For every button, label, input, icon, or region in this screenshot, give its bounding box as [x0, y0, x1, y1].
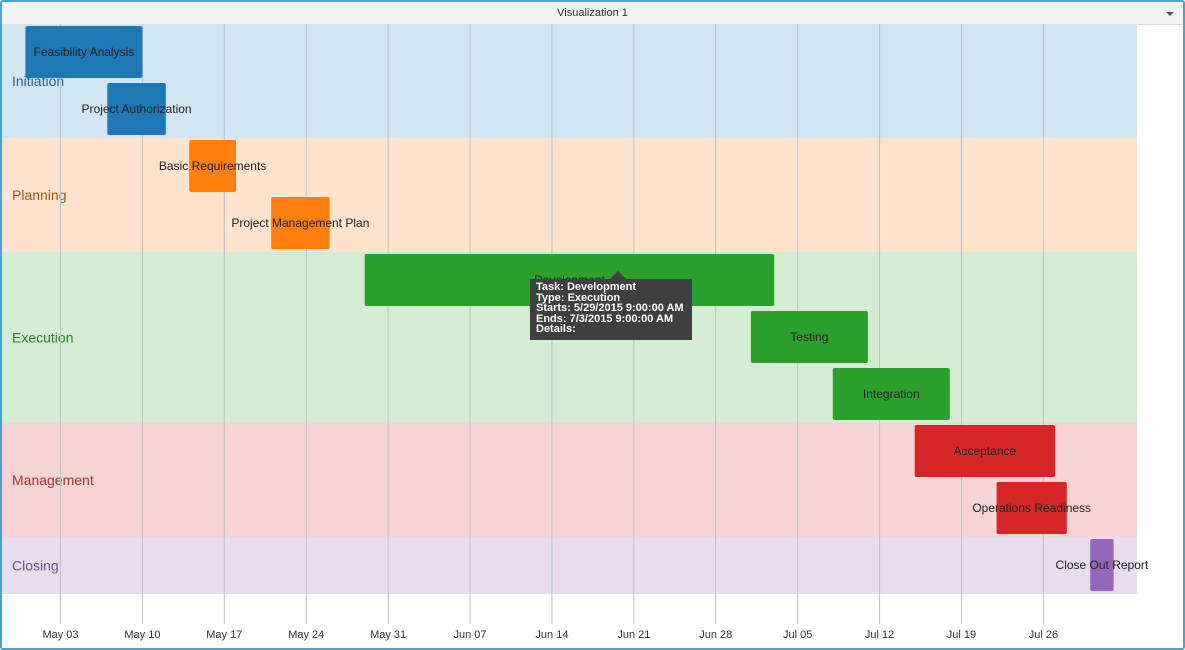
task-bar[interactable] [25, 26, 143, 78]
x-tick-label: May 17 [206, 629, 242, 641]
band-label-closing: Closing [12, 558, 59, 574]
x-tick-label: Jun 07 [454, 629, 487, 641]
x-tick-label: Jun 21 [617, 629, 650, 641]
x-tick-label: May 03 [42, 629, 78, 641]
x-tick-label: May 31 [370, 629, 406, 641]
x-tick-label: Jul 05 [783, 629, 812, 641]
band-initiation [2, 24, 1137, 138]
tooltip-ends: Ends: 7/3/2015 9:00:00 AM [536, 312, 674, 325]
x-tick-label: Jun 28 [699, 629, 732, 641]
task-label: Close Out Report [1056, 558, 1149, 572]
x-tick-label: May 10 [124, 629, 160, 641]
task-bar[interactable] [189, 140, 237, 192]
task-bar[interactable] [914, 425, 1056, 477]
task-bar[interactable] [996, 482, 1067, 534]
x-tick-label: Jun 14 [535, 629, 568, 641]
task-label: Feasibility Analysis [34, 45, 135, 59]
band-label-execution: Execution [12, 330, 73, 346]
task-bar[interactable] [107, 83, 166, 135]
task-bar[interactable] [750, 311, 868, 363]
task-label: Basic Requirements [159, 159, 266, 173]
task-label: Project Management Plan [231, 216, 369, 230]
x-tick-label: Jul 19 [947, 629, 976, 641]
x-tick-label: Jul 12 [865, 629, 894, 641]
task-bar[interactable] [1090, 539, 1114, 591]
task-tooltip: Task: Development Type: Execution Starts… [530, 271, 692, 340]
task-label: Project Authorization [82, 102, 192, 116]
band-label-planning: Planning [12, 187, 67, 203]
band-planning [2, 138, 1137, 252]
x-tick-label: May 24 [288, 629, 324, 641]
task-label: Operations Readiness [972, 501, 1091, 515]
task-bar[interactable] [271, 197, 330, 249]
task-label: Integration [863, 387, 920, 401]
x-tick-label: Jul 26 [1029, 629, 1058, 641]
tooltip-type: Type: Execution [536, 291, 621, 304]
band-label-management: Management [12, 472, 94, 488]
tooltip-details: Details: [536, 323, 576, 335]
band-closing [2, 537, 1137, 594]
tooltip-task: Task: Development [536, 281, 637, 293]
window-title: Visualization 1 [557, 7, 628, 19]
task-label: Testing [790, 330, 828, 344]
task-bar[interactable] [832, 368, 950, 420]
chevron-down-icon[interactable] [1163, 7, 1177, 21]
task-label: Acceptance [954, 444, 1017, 458]
tooltip-starts: Starts: 5/29/2015 9:00:00 AM [536, 302, 684, 314]
